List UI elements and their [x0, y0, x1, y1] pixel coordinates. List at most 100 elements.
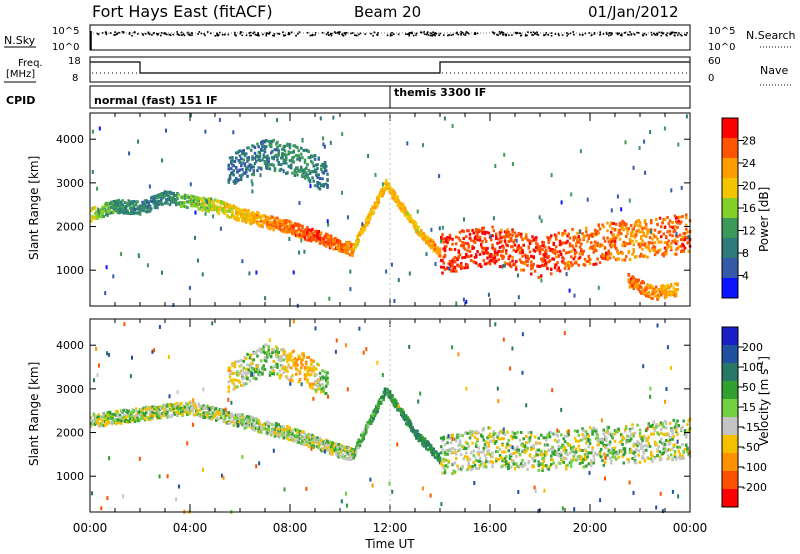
echo-cell — [451, 472, 454, 475]
echo-cell — [143, 199, 147, 203]
noise-point — [516, 32, 519, 34]
echo-cell — [257, 166, 260, 170]
echo-cell — [163, 201, 167, 205]
echo-cell — [477, 431, 480, 435]
echo-cell — [277, 423, 280, 427]
echo-cell — [541, 469, 544, 472]
echo-cell — [687, 235, 690, 240]
echo-cell — [420, 229, 423, 232]
echo-cell — [502, 431, 505, 435]
echo-cell — [451, 263, 454, 267]
echo-cell — [302, 171, 305, 175]
echo-cell — [176, 201, 179, 205]
echo-cell — [650, 228, 653, 232]
echo-cell — [301, 430, 304, 434]
echo-cell — [520, 443, 523, 447]
echo-cell — [438, 250, 442, 254]
echo-cell — [442, 437, 445, 441]
echo-cell — [530, 263, 533, 267]
echo-cell — [490, 253, 493, 256]
echo-cell — [645, 287, 648, 291]
echo-cell — [577, 263, 580, 267]
echo-cell — [112, 202, 115, 206]
echo-cell — [491, 254, 494, 258]
echo-cell — [537, 468, 540, 472]
echo-cell — [298, 235, 302, 239]
echo-cell — [362, 228, 365, 232]
echo-cell — [643, 290, 647, 294]
echo-cell — [301, 232, 304, 235]
noise-point — [239, 31, 242, 33]
echo-cell — [325, 448, 328, 452]
echo-cell — [473, 463, 477, 467]
noise-point — [581, 34, 584, 36]
echo-cell — [271, 428, 274, 432]
noise-point — [325, 33, 328, 36]
echo-cell — [672, 293, 675, 297]
echo-cell — [615, 222, 618, 226]
echo-cell — [201, 272, 204, 277]
echo-cell — [543, 254, 547, 258]
echo-cell — [660, 240, 663, 244]
echo-cell — [307, 229, 310, 233]
echo-cell — [505, 232, 508, 236]
echo-cell — [511, 233, 514, 237]
echo-cell — [578, 238, 582, 242]
echo-cell — [595, 242, 598, 246]
echo-cell — [271, 220, 274, 224]
echo-cell — [676, 288, 679, 291]
echo-cell — [211, 405, 214, 409]
echo-cell — [423, 233, 427, 237]
echo-cell — [367, 423, 370, 427]
echo-cell — [482, 230, 485, 234]
echo-cell — [490, 440, 493, 444]
echo-cell — [492, 229, 495, 233]
echo-cell — [92, 216, 95, 219]
echo-cell — [422, 444, 425, 448]
noise-point — [314, 34, 316, 36]
noise-point — [496, 33, 498, 36]
echo-cell — [527, 440, 530, 444]
echo-cell — [296, 146, 299, 150]
echo-cell — [235, 205, 238, 209]
echo-cell — [630, 280, 633, 284]
echo-cell — [323, 166, 327, 170]
echo-cell — [283, 149, 287, 153]
echo-cell — [372, 211, 375, 215]
echo-cell — [485, 239, 488, 243]
echo-cell — [273, 167, 277, 171]
echo-cell — [558, 240, 562, 243]
echo-cell — [333, 448, 337, 452]
echo-cell — [506, 443, 509, 447]
noise-point — [474, 33, 477, 35]
echo-cell — [331, 452, 334, 456]
echo-cell — [561, 233, 564, 237]
echo-cell — [326, 172, 329, 176]
echo-cell — [330, 445, 333, 449]
noise-point — [658, 31, 660, 34]
echo-cell — [603, 246, 607, 250]
echo-cell — [487, 441, 490, 445]
echo-cell — [270, 143, 273, 147]
echo-cell — [283, 144, 287, 148]
noise-point — [128, 31, 131, 34]
noise-point — [295, 34, 297, 37]
echo-cell — [276, 158, 279, 162]
echo-cell — [668, 233, 672, 237]
noise-point — [457, 33, 460, 36]
noise-point — [508, 34, 510, 36]
echo-cell — [520, 235, 523, 239]
echo-cell — [475, 458, 478, 462]
noise-point — [408, 32, 410, 35]
echo-cell — [250, 222, 253, 226]
echo-cell — [483, 462, 487, 466]
echo-cell — [495, 235, 498, 239]
echo-cell — [185, 411, 188, 415]
echo-cell — [665, 248, 668, 252]
echo-cell — [273, 423, 277, 427]
echo-cell — [457, 255, 460, 259]
echo-cell — [311, 441, 314, 445]
echo-cell — [465, 440, 468, 444]
echo-cell — [520, 232, 523, 236]
noise-point — [593, 33, 596, 35]
